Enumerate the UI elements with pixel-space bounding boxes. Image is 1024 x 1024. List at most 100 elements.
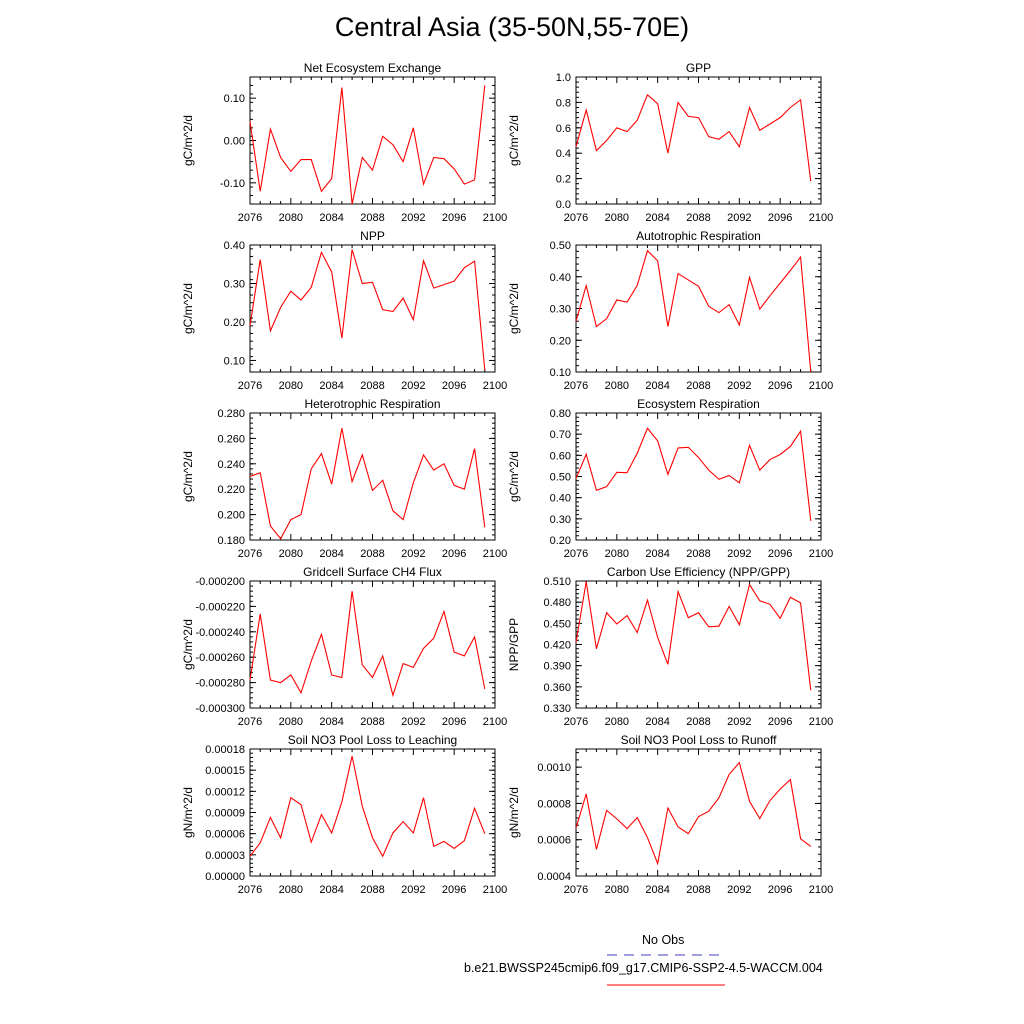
- x-tick-label: 2080: [605, 380, 629, 392]
- x-tick-label: 2084: [319, 716, 343, 728]
- x-tick-label: 2096: [768, 212, 792, 224]
- y-tick-label: 1.0: [556, 72, 571, 84]
- x-tick-label: 2100: [809, 716, 833, 728]
- y-tick-label: 0.0004: [537, 871, 571, 883]
- chart-panel-5: Ecosystem Respiration gC/m^2/d 2076 2080 208…: [507, 397, 833, 560]
- y-tick-label: 0.30: [224, 278, 245, 290]
- y-tick-label: 0.80: [550, 408, 571, 420]
- series-line-0: [575, 249, 812, 373]
- y-tick-label: 0.10: [550, 367, 571, 379]
- x-tick-label: 2084: [645, 380, 669, 392]
- plot-frame: [575, 580, 822, 709]
- x-tick-label: 2076: [238, 380, 262, 392]
- x-tick-label: 2080: [279, 716, 303, 728]
- x-tick-label: 2084: [319, 884, 343, 896]
- x-tick-label: 2088: [360, 380, 384, 392]
- x-tick-label: 2084: [319, 212, 343, 224]
- x-tick-label: 2096: [442, 212, 466, 224]
- y-tick-label: 0.50: [550, 472, 571, 484]
- y-tick-label: 0.8: [556, 97, 571, 109]
- x-tick-label: 2088: [686, 884, 710, 896]
- x-tick-label: 2096: [442, 716, 466, 728]
- panel-title: Soil NO3 Pool Loss to Leaching: [288, 733, 457, 747]
- y-tick-label: 0.20: [224, 317, 245, 329]
- x-tick-label: 2080: [605, 212, 629, 224]
- x-tick-label: 2088: [360, 212, 384, 224]
- x-tick-label: 2084: [645, 212, 669, 224]
- plot-frame: [249, 580, 496, 709]
- legend-label-no-obs: No Obs: [642, 933, 685, 947]
- panel-title: Autotrophic Respiration: [636, 229, 761, 243]
- y-axis-label: gC/m^2/d: [181, 115, 195, 166]
- x-tick-label: 2088: [686, 716, 710, 728]
- plot-frame: [575, 76, 822, 205]
- panel-title: Net Ecosystem Exchange: [304, 61, 442, 75]
- y-tick-label: 0.4: [556, 148, 571, 160]
- x-tick-label: 2080: [279, 212, 303, 224]
- x-tick-label: 2080: [605, 548, 629, 560]
- x-tick-label: 2088: [686, 548, 710, 560]
- x-tick-label: 2100: [809, 380, 833, 392]
- y-tick-label: 0.10: [224, 93, 245, 105]
- x-tick-label: 2084: [319, 548, 343, 560]
- chart-panel-7: Carbon Use Efficiency (NPP/GPP) NPP/GPP 20…: [507, 565, 833, 728]
- x-tick-label: 2088: [360, 548, 384, 560]
- x-tick-label: 2100: [483, 380, 507, 392]
- panel-title: NPP: [360, 229, 385, 243]
- plot-frame: [249, 412, 496, 541]
- y-tick-label: 0.0010: [537, 762, 571, 774]
- x-tick-label: 2080: [605, 884, 629, 896]
- x-tick-label: 2084: [645, 884, 669, 896]
- series-line-0: [575, 427, 812, 522]
- legend-label-model-run: b.e21.BWSSP245cmip6.f09_g17.CMIP6-SSP2-4…: [464, 961, 823, 975]
- series-line-0: [575, 93, 812, 182]
- chart-panel-2: NPP gC/m^2/d 2076 2080 2084 2088 2092 2096 2100 0…: [181, 229, 507, 392]
- x-tick-label: 2076: [238, 548, 262, 560]
- x-tick-label: 2076: [238, 884, 262, 896]
- x-tick-label: 2092: [401, 212, 425, 224]
- series-line-0: [249, 428, 486, 540]
- chart-panel-1: GPP gC/m^2/d 2076 2080 2084 2088 2092 2096 2100 0…: [507, 61, 833, 224]
- series-line-0: [249, 249, 486, 371]
- y-tick-label: 0.480: [543, 597, 571, 609]
- y-tick-label: -0.000300: [195, 703, 245, 715]
- x-tick-label: 2076: [564, 716, 588, 728]
- y-tick-label: 0.450: [543, 618, 571, 630]
- y-tick-label: 0.00018: [205, 744, 245, 756]
- plot-frame: [575, 412, 822, 541]
- x-tick-label: 2080: [279, 380, 303, 392]
- x-tick-label: 2100: [809, 884, 833, 896]
- y-tick-label: 0.360: [543, 682, 571, 694]
- plot-frame: [249, 76, 496, 205]
- x-tick-label: 2096: [442, 380, 466, 392]
- y-tick-label: 0.40: [550, 493, 571, 505]
- x-tick-label: 2084: [645, 716, 669, 728]
- x-tick-label: 2076: [238, 212, 262, 224]
- x-tick-label: 2092: [727, 716, 751, 728]
- y-tick-label: 0.30: [550, 304, 571, 316]
- y-tick-label: 0.6: [556, 123, 571, 135]
- y-tick-label: 0.00009: [205, 808, 245, 820]
- chart-panel-8: Soil NO3 Pool Loss to Leaching gN/m^2/d 20…: [181, 733, 507, 896]
- x-tick-label: 2092: [727, 548, 751, 560]
- x-tick-label: 2076: [564, 548, 588, 560]
- y-tick-label: 0.00: [224, 136, 245, 148]
- x-tick-label: 2076: [564, 884, 588, 896]
- chart-panel-0: Net Ecosystem Exchange gC/m^2/d 2076 2080 20…: [181, 61, 507, 224]
- y-tick-label: 0.00015: [205, 765, 245, 777]
- y-axis-label: gC/m^2/d: [181, 283, 195, 334]
- y-axis-label: gC/m^2/d: [507, 115, 521, 166]
- y-tick-label: 0.180: [217, 535, 245, 547]
- y-tick-label: 0.00003: [205, 850, 245, 862]
- x-tick-label: 2092: [727, 380, 751, 392]
- y-axis-label: NPP/GPP: [507, 618, 521, 671]
- x-tick-label: 2080: [279, 548, 303, 560]
- plot-frame: [575, 748, 822, 877]
- x-tick-label: 2100: [483, 884, 507, 896]
- y-tick-label: -0.000220: [195, 601, 245, 613]
- y-tick-label: 0.220: [217, 484, 245, 496]
- x-tick-label: 2100: [483, 548, 507, 560]
- x-tick-label: 2076: [564, 380, 588, 392]
- x-tick-label: 2076: [238, 716, 262, 728]
